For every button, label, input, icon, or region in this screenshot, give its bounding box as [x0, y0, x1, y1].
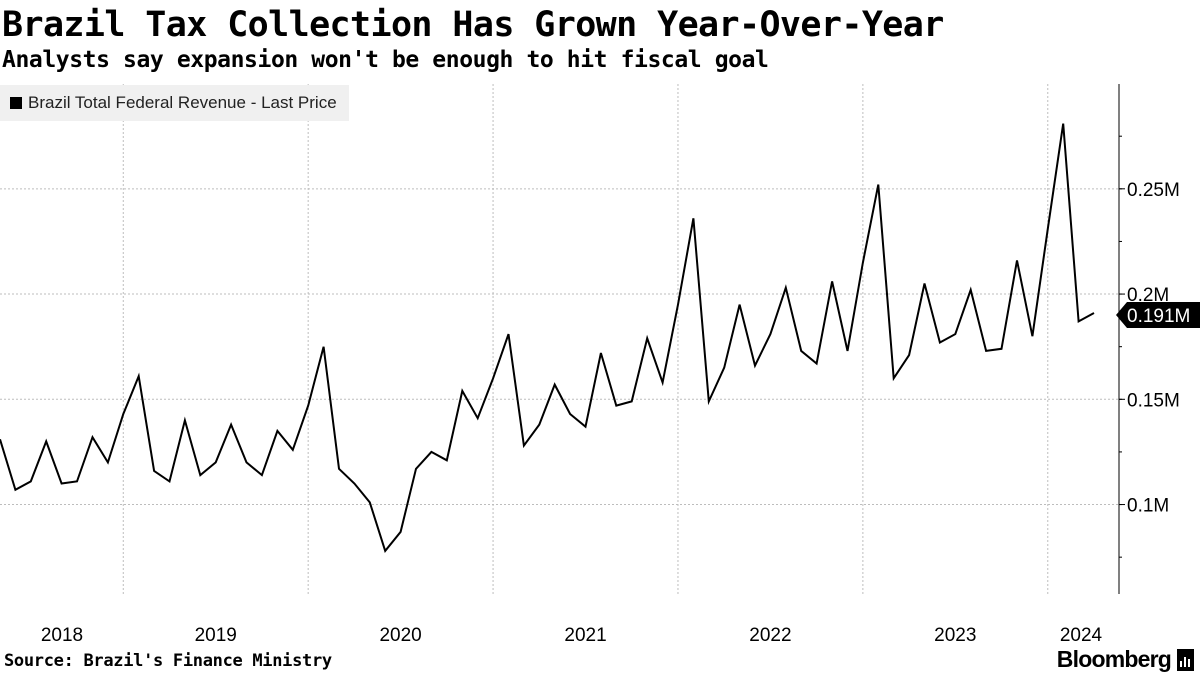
x-tick-label: 2022 — [749, 625, 791, 646]
x-tick-label: 2020 — [379, 625, 421, 646]
legend: Brazil Total Federal Revenue - Last Pric… — [0, 85, 349, 121]
x-tick-label: 2019 — [195, 625, 237, 646]
legend-swatch — [10, 97, 22, 109]
series-line — [0, 123, 1095, 553]
y-axis-ticks: 0.1M 0.15M 0.2M 0.25M — [1119, 135, 1180, 558]
x-tick-label: 2024 — [1060, 625, 1103, 646]
y-tick-label: 0.15M — [1127, 390, 1180, 411]
last-value-marker: 0.191M — [1116, 302, 1200, 328]
last-value-tag — [1116, 302, 1200, 328]
x-tick-label: 2021 — [564, 625, 606, 646]
last-value-label: 0.191M — [1127, 306, 1190, 327]
brand-name: Bloomberg — [1056, 646, 1172, 672]
bloomberg-logo: Bloomberg — [1057, 646, 1194, 673]
legend-label: Brazil Total Federal Revenue - Last Pric… — [28, 93, 337, 112]
vertical-gridlines — [122, 84, 1049, 594]
chart-title: Brazil Tax Collection Has Grown Year-Ove… — [2, 5, 944, 45]
chart-subtitle: Analysts say expansion won't be enough t… — [2, 47, 769, 73]
horizontal-gridlines — [0, 188, 1119, 506]
y-tick-label: 0.1M — [1127, 496, 1169, 517]
x-tick-label: 2023 — [934, 625, 976, 646]
y-tick-label: 0.25M — [1127, 180, 1180, 201]
x-axis-ticks: 2018 2019 2020 2021 2022 2023 2024 — [41, 625, 1103, 646]
source-note: Source: Brazil's Finance Ministry — [4, 651, 332, 671]
y-tick-label: 0.2M — [1127, 285, 1169, 306]
x-tick-label: 2018 — [41, 625, 83, 646]
bloomberg-terminal-icon — [1177, 648, 1194, 671]
